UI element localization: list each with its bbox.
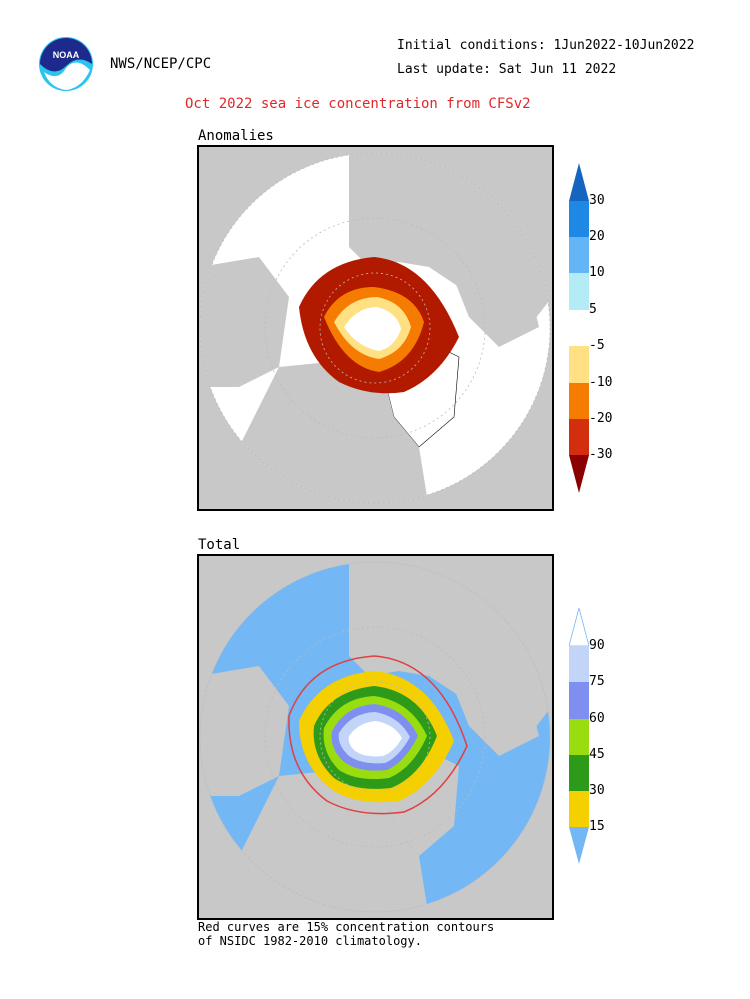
anomalies-colorbar-label: 10 — [589, 265, 605, 280]
anomalies-colorbar-label: -10 — [589, 375, 613, 390]
land-scandinavia — [449, 666, 539, 756]
anomalies-map-graphic — [199, 152, 551, 504]
land-scandinavia — [449, 257, 539, 347]
last-update: Last update: Sat Jun 11 2022 — [397, 62, 617, 77]
anomalies-colorbar-graphic — [569, 163, 589, 493]
anomaly-neutral — [344, 307, 401, 351]
footnote-line2: of NSIDC 1982-2010 climatology. — [198, 934, 422, 948]
anomalies-colorbar-label: 20 — [589, 229, 605, 244]
anomalies-map — [197, 145, 554, 511]
total-colorbar-graphic — [569, 608, 589, 864]
agency-label: NWS/NCEP/CPC — [110, 56, 212, 72]
anomalies-colorbar-label: 30 — [589, 193, 605, 208]
total-colorbar: 90 75 60 45 30 15 — [569, 608, 629, 864]
total-colorbar-label: 30 — [589, 783, 605, 798]
land-canada — [239, 766, 429, 912]
anomalies-colorbar-label: -30 — [589, 447, 613, 462]
ice-90 — [348, 721, 402, 757]
initial-conditions: Initial conditions: 1Jun2022-10Jun2022 — [397, 38, 695, 53]
total-colorbar-label: 90 — [589, 638, 605, 653]
climatology-15pct-contour — [288, 655, 468, 815]
land-alaska — [200, 666, 289, 796]
total-map — [197, 554, 554, 920]
total-colorbar-label: 45 — [589, 747, 605, 762]
total-colorbar-label: 60 — [589, 711, 605, 726]
anomalies-colorbar-label: -20 — [589, 411, 613, 426]
land-canada — [239, 357, 429, 503]
anomalies-colorbar: 30 20 10 5 -5 -10 -20 -30 — [569, 163, 629, 493]
land-alaska — [200, 257, 289, 387]
anomalies-colorbar-label: 5 — [589, 302, 597, 317]
anomalies-colorbar-label: -5 — [589, 338, 605, 353]
total-label: Total — [198, 537, 241, 553]
total-colorbar-label: 15 — [589, 819, 605, 834]
total-map-graphic — [199, 561, 551, 913]
total-colorbar-label: 75 — [589, 674, 605, 689]
noaa-logo-icon: NOAA — [39, 37, 93, 91]
footnote-line1: Red curves are 15% concentration contour… — [198, 920, 495, 934]
page-title: Oct 2022 sea ice concentration from CFSv… — [185, 96, 531, 112]
anomalies-label: Anomalies — [198, 128, 274, 144]
svg-text:NOAA: NOAA — [53, 50, 80, 60]
noaa-logo: NOAA — [38, 36, 94, 92]
